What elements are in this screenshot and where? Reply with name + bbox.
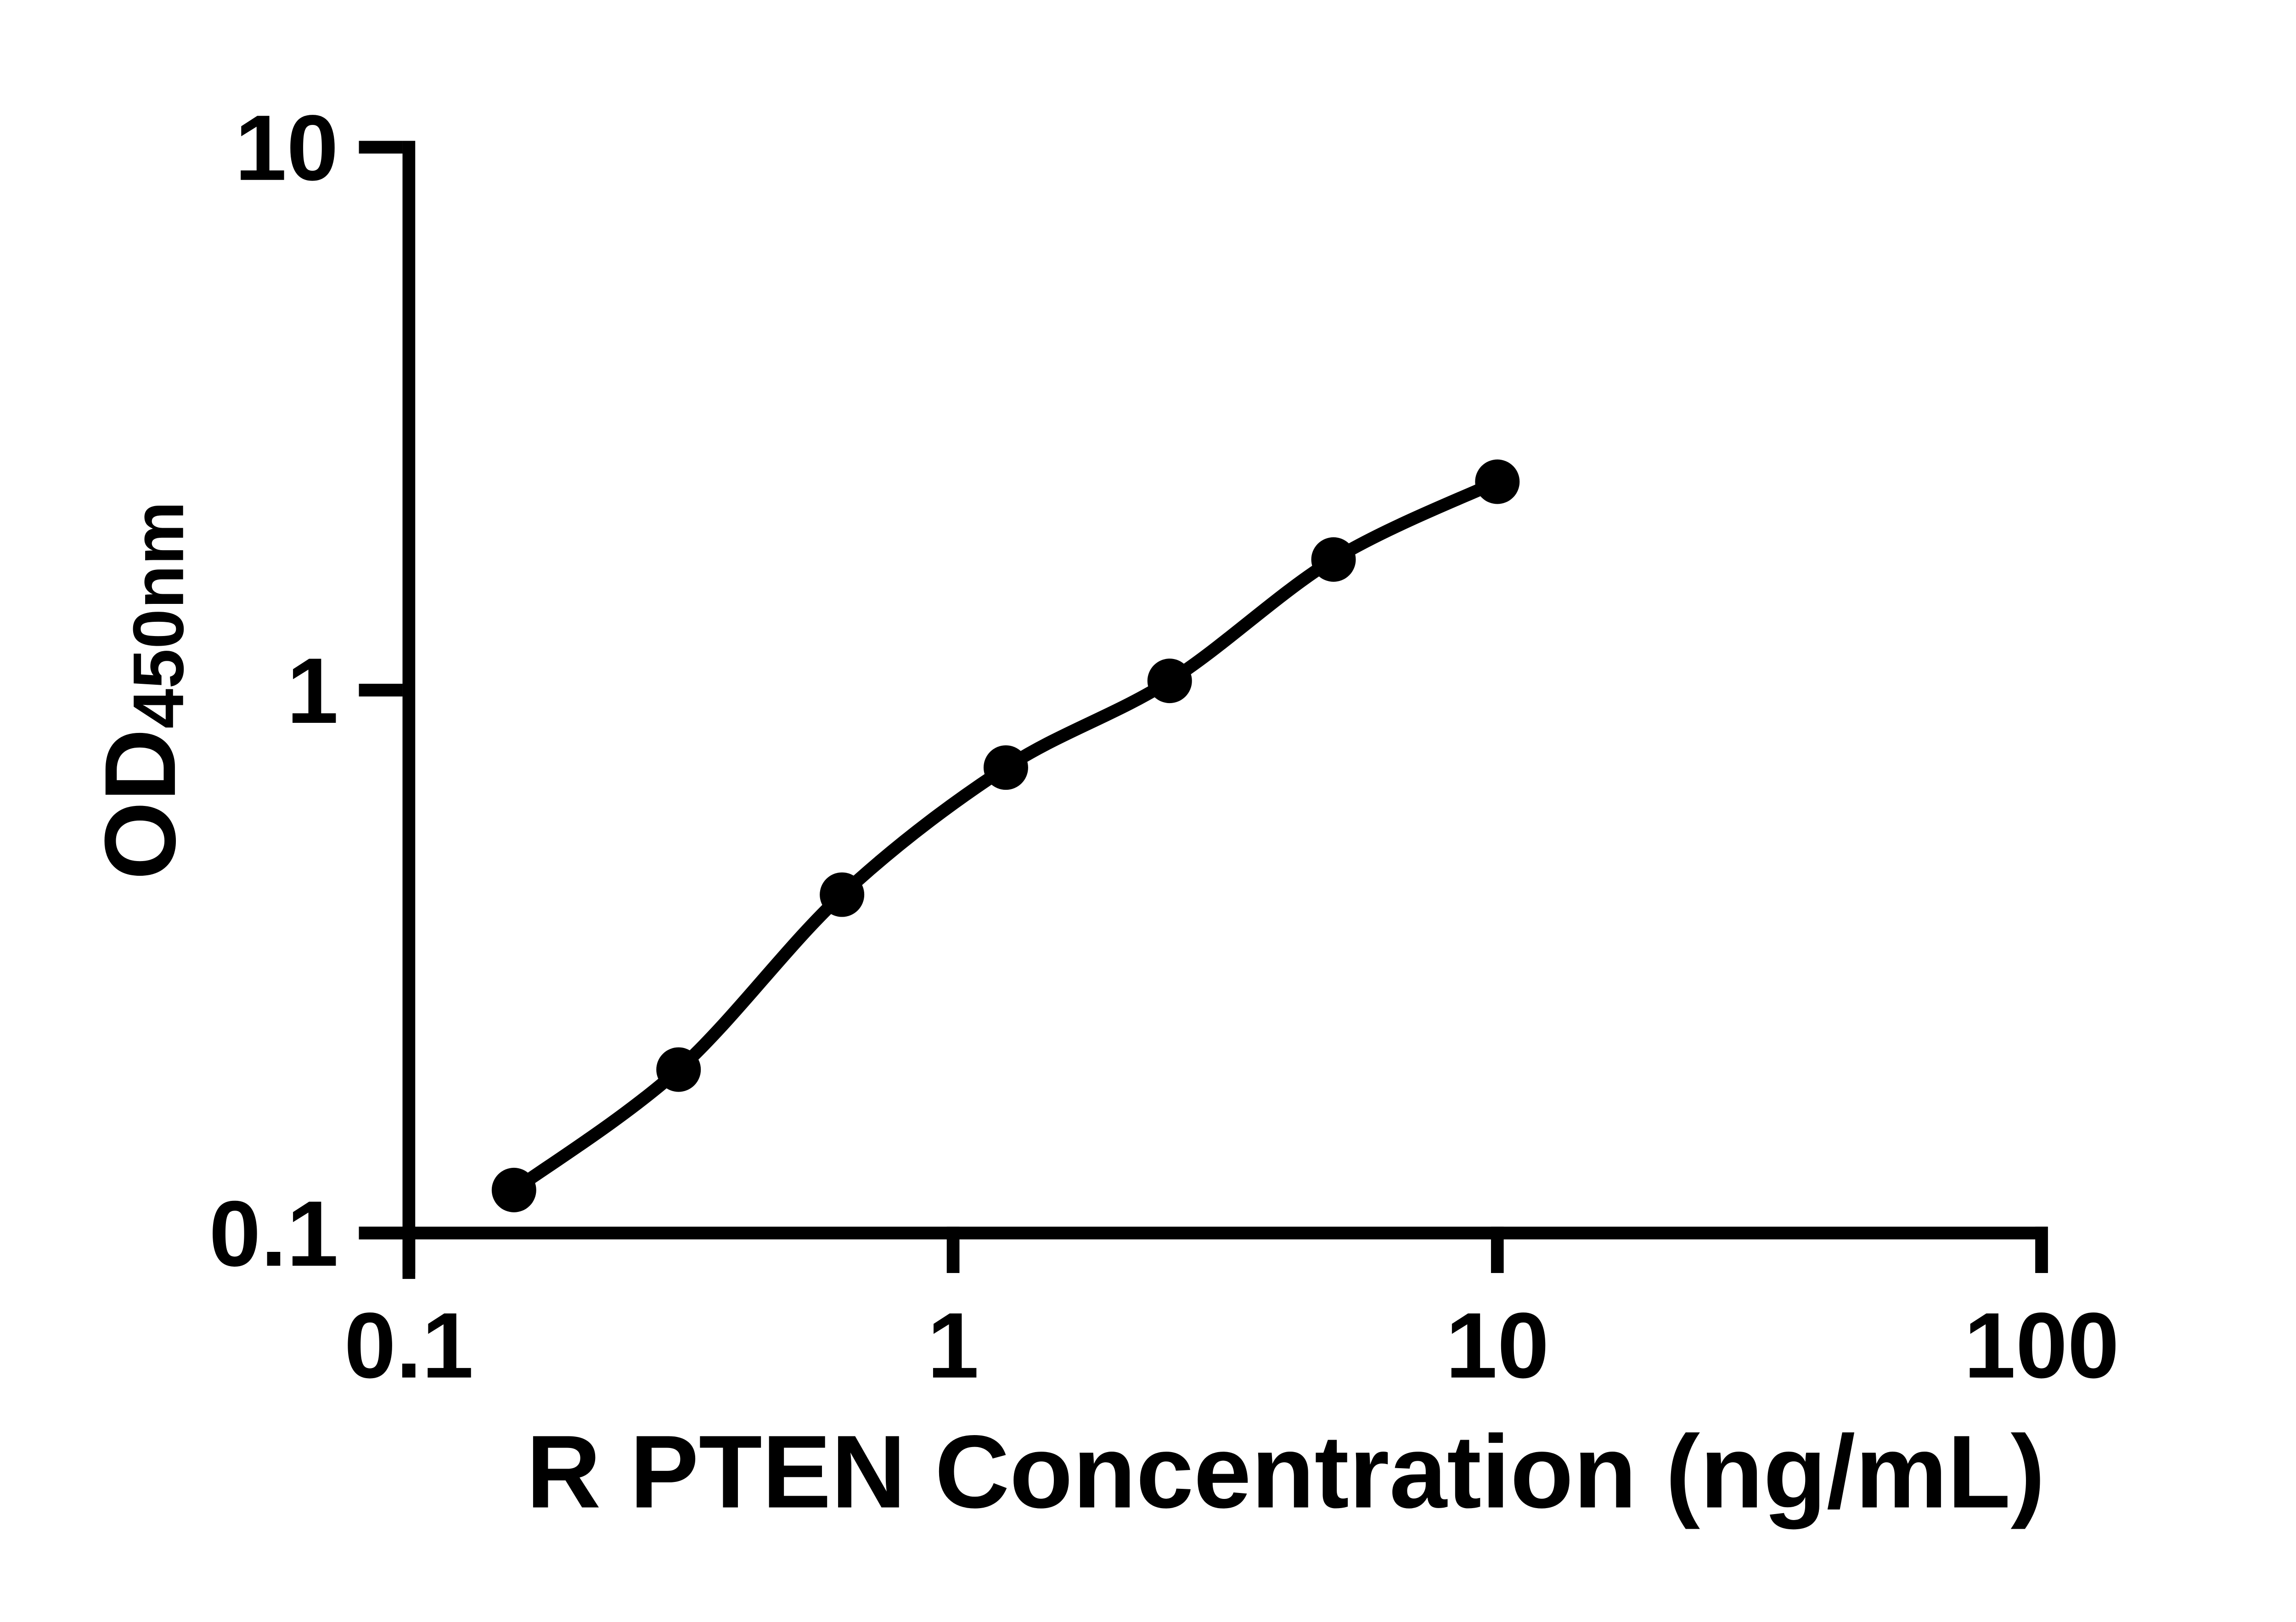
data-points bbox=[491, 459, 1520, 1212]
data-point-5 bbox=[1147, 659, 1192, 704]
data-point-6 bbox=[1311, 537, 1356, 582]
x-axis-line bbox=[359, 1227, 2048, 1239]
data-point-2 bbox=[656, 1047, 701, 1092]
y-axis-title-subscript: 450nm bbox=[118, 501, 199, 728]
data-point-4 bbox=[983, 745, 1028, 790]
x-tick-label-10: 10 bbox=[1446, 1293, 1549, 1397]
axes bbox=[359, 141, 2048, 1279]
y-axis-title: OD450nm bbox=[84, 501, 199, 880]
y-tick-label-0.1: 0.1 bbox=[209, 1181, 338, 1285]
x-tick-label-100: 100 bbox=[1964, 1293, 2119, 1397]
y-tick-10 bbox=[359, 141, 403, 154]
axis-ticks bbox=[359, 141, 2048, 1273]
data-point-7 bbox=[1475, 459, 1520, 504]
data-point-1 bbox=[491, 1167, 536, 1212]
y-tick-label-10: 10 bbox=[235, 96, 338, 200]
x-tick-label-1: 1 bbox=[927, 1293, 979, 1397]
axis-tick-labels: 0.1 1 10 100 0.1 1 10 bbox=[209, 96, 2119, 1397]
x-tick-1 bbox=[946, 1227, 960, 1273]
data-point-3 bbox=[820, 872, 865, 917]
y-axis-line bbox=[402, 141, 416, 1279]
x-tick-100 bbox=[2035, 1227, 2048, 1273]
x-tick-0.1 bbox=[402, 1227, 416, 1273]
x-tick-label-0.1: 0.1 bbox=[344, 1293, 473, 1397]
y-tick-0.1 bbox=[359, 1227, 403, 1239]
y-tick-label-1: 1 bbox=[287, 638, 338, 743]
x-tick-10 bbox=[1491, 1227, 1504, 1273]
y-axis-title-main: OD bbox=[84, 729, 197, 880]
y-tick-1 bbox=[359, 683, 403, 697]
x-axis-title: R PTEN Concentration (ng/mL) bbox=[526, 1414, 2045, 1530]
